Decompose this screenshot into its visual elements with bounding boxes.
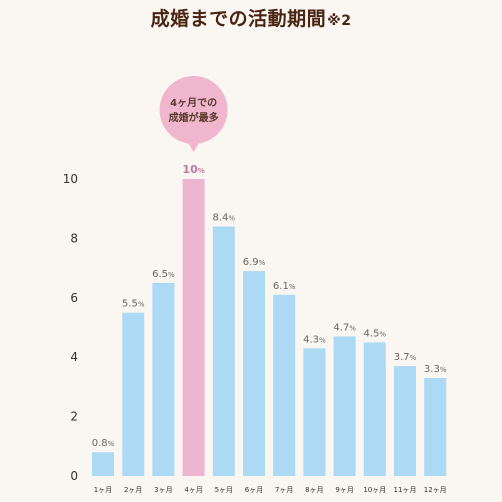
x-tick-label: 7ヶ月 xyxy=(275,486,293,494)
y-tick-label: 4 xyxy=(70,350,78,364)
x-tick-label: 10ヶ月 xyxy=(363,486,386,494)
value-label: 3.7% xyxy=(394,352,417,363)
value-label: 6.1% xyxy=(273,281,296,292)
value-label: 4.5% xyxy=(364,328,387,339)
bar xyxy=(122,312,145,476)
x-tick-label: 12ヶ月 xyxy=(424,486,447,494)
bar xyxy=(394,366,416,476)
value-label: 4.3% xyxy=(303,334,326,345)
bar xyxy=(243,271,265,476)
y-tick-label: 8 xyxy=(70,231,78,245)
value-label: 10% xyxy=(182,163,204,176)
bar xyxy=(182,179,205,476)
x-tick-label: 6ヶ月 xyxy=(245,486,263,494)
callout-line1: 4ヶ月での xyxy=(170,97,217,109)
y-tick-label: 0 xyxy=(70,469,78,483)
y-tick-label: 6 xyxy=(70,291,78,305)
chart-title: 成婚までの活動期間※2 xyxy=(0,4,502,31)
x-tick-label: 2ヶ月 xyxy=(124,486,142,494)
value-label: 4.7% xyxy=(333,322,356,333)
x-tick-label: 1ヶ月 xyxy=(94,486,112,494)
callout-circle xyxy=(159,76,228,144)
value-label: 6.9% xyxy=(243,257,266,268)
value-label: 6.5% xyxy=(152,269,175,280)
bar xyxy=(333,336,356,476)
x-tick-label: 3ヶ月 xyxy=(154,486,172,494)
callout-line2: 成婚が最多 xyxy=(169,111,219,124)
value-label: 5.5% xyxy=(122,299,145,310)
y-axis: 0 2 4 6 8 10 xyxy=(63,172,78,483)
x-axis: 1ヶ月 2ヶ月 3ヶ月 4ヶ月 5ヶ月 6ヶ月 7ヶ月 8ヶ月 9ヶ月 10ヶ月 11ヶ月 12ヶ月 xyxy=(94,486,447,494)
bar xyxy=(303,348,326,476)
bar xyxy=(273,294,296,476)
bar xyxy=(424,377,447,476)
bars xyxy=(92,179,447,476)
bar xyxy=(92,452,114,476)
y-tick-label: 10 xyxy=(63,172,78,186)
y-tick-label: 2 xyxy=(70,410,78,424)
title-text: 成婚までの活動期間 xyxy=(150,8,327,30)
value-labels: 0.8% 5.5% 6.5% 10% 8.4% 6.9% 6.1% 4.3% 4.7% 4.5% 3… xyxy=(92,163,447,449)
x-tick-label: 11ヶ月 xyxy=(394,486,417,494)
x-tick-label: 4ヶ月 xyxy=(184,486,202,494)
x-tick-label: 8ヶ月 xyxy=(305,486,323,494)
callout-pointer xyxy=(186,140,201,152)
value-label: 8.4% xyxy=(213,213,236,224)
x-tick-label: 5ヶ月 xyxy=(215,486,233,494)
title-note: ※2 xyxy=(327,13,352,29)
bar xyxy=(152,282,175,476)
value-label: 3.3% xyxy=(424,364,447,375)
bar xyxy=(363,342,386,476)
value-label: 0.8% xyxy=(92,438,115,449)
bar xyxy=(212,226,235,476)
x-tick-label: 9ヶ月 xyxy=(335,486,353,494)
